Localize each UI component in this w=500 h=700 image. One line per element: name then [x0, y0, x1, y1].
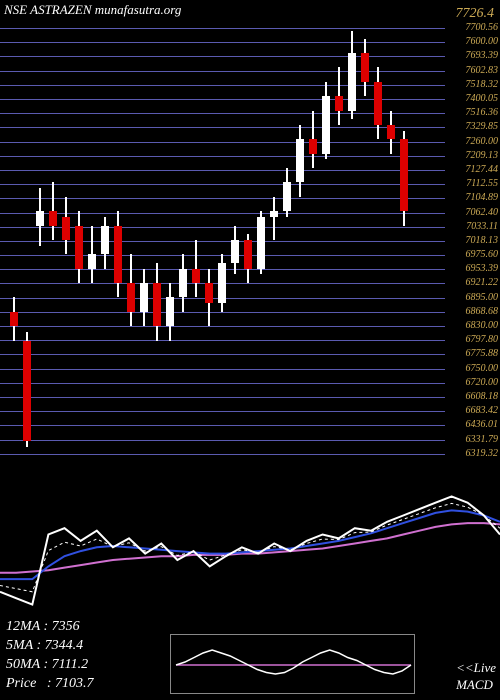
y-axis-label: 7400.05: [466, 94, 499, 104]
y-axis-label: 7104.89: [466, 193, 499, 203]
gridline: [0, 142, 445, 143]
y-axis-label: 6331.79: [466, 435, 499, 445]
price-stat: Price : 7103.7: [6, 675, 94, 694]
y-axis-label: 6895.00: [466, 293, 499, 303]
gridline: [0, 425, 445, 426]
y-axis-label: 6750.00: [466, 364, 499, 374]
candlestick-panel: 7726.4 7700.567600.007693.397602.837518.…: [0, 20, 500, 480]
ma-line: [0, 510, 500, 579]
y-axis-label: 7127.44: [466, 165, 499, 175]
ma50-stat: 50MA : 7111.2: [6, 656, 94, 675]
gridline: [0, 383, 445, 384]
gridline: [0, 28, 445, 29]
gridline: [0, 326, 445, 327]
macd-box: [170, 634, 415, 694]
y-axis-label: 6868.68: [466, 307, 499, 317]
ma12-stat: 12MA : 7356: [6, 618, 94, 637]
y-axis-label: 6720.00: [466, 378, 499, 388]
y-axis-label: 7033.11: [466, 222, 498, 232]
chart-title: NSE ASTRAZEN munafasutra.org: [4, 2, 181, 18]
y-axis-label: 7329.85: [466, 122, 499, 132]
gridline: [0, 184, 445, 185]
y-axis-label: 7693.39: [466, 51, 499, 61]
indicator-panel: <<Live MACD 12MA : 7356 5MA : 7344.4 50M…: [0, 490, 500, 700]
gridline: [0, 411, 445, 412]
gridline: [0, 454, 445, 455]
gridline: [0, 56, 445, 57]
y-axis-label: 6775.88: [466, 349, 499, 359]
y-axis-label: 6953.39: [466, 264, 499, 274]
y-axis-label: 7260.00: [466, 137, 499, 147]
stats-block: 12MA : 7356 5MA : 7344.4 50MA : 7111.2 P…: [6, 618, 94, 694]
y-axis-label: 6436.01: [466, 420, 499, 430]
y-axis-label: 7209.13: [466, 151, 499, 161]
ma-line: [0, 523, 500, 573]
peak-value-label: 7726.4: [456, 6, 495, 22]
y-axis-label: 7602.83: [466, 66, 499, 76]
gridline: [0, 156, 445, 157]
y-axis-label: 7062.40: [466, 208, 499, 218]
y-axis-label: 6319.32: [466, 449, 499, 459]
y-axis-label: 7516.36: [466, 108, 499, 118]
y-axis-label: 7018.13: [466, 236, 499, 246]
ma-line: [0, 496, 500, 604]
gridline: [0, 397, 445, 398]
y-axis-label: 6975.60: [466, 250, 499, 260]
y-axis-label: 7518.32: [466, 80, 499, 90]
y-axis-label: 7112.55: [466, 179, 498, 189]
y-axis-label: 7700.56: [466, 23, 499, 33]
ma-lines: [0, 490, 500, 630]
gridline: [0, 312, 445, 313]
gridline: [0, 354, 445, 355]
macd-label: <<Live MACD: [456, 660, 496, 694]
y-axis-label: 7600.00: [466, 37, 499, 47]
gridline: [0, 42, 445, 43]
y-axis-label: 6608.18: [466, 392, 499, 402]
gridline: [0, 369, 445, 370]
y-axis-label: 6683.42: [466, 406, 499, 416]
macd-line: [176, 650, 411, 674]
ma5-stat: 5MA : 7344.4: [6, 637, 94, 656]
y-axis-label: 6797.80: [466, 335, 499, 345]
y-axis-label: 6921.22: [466, 278, 499, 288]
gridline: [0, 440, 445, 441]
y-axis-label: 6830.00: [466, 321, 499, 331]
gridline: [0, 170, 445, 171]
gridline: [0, 340, 445, 341]
